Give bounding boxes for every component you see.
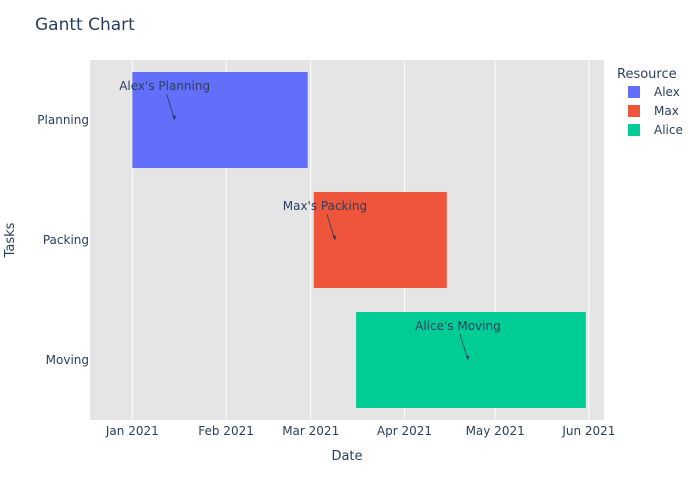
annotations: Alex's Planning Max's Packing Alice's Movi… [119, 79, 501, 361]
y-axis-title: Tasks [3, 222, 18, 258]
x-tick-label: Jan 2021 [105, 424, 159, 438]
x-tick-label: Feb 2021 [198, 424, 254, 438]
legend-swatch[interactable] [628, 105, 640, 117]
x-tick-label: May 2021 [466, 424, 525, 438]
x-axis-title: Date [331, 449, 362, 464]
legend-swatch[interactable] [628, 124, 640, 136]
y-tick-label: Planning [37, 113, 89, 127]
x-axis-ticks: Jan 2021 Feb 2021 Mar 2021 Apr 2021 May 2021… [105, 424, 616, 438]
annotation-arrowhead [172, 115, 177, 120]
legend: Resource Alex Max Alice [617, 67, 683, 137]
annotation-arrowhead [332, 235, 337, 240]
x-tick-label: Mar 2021 [282, 424, 339, 438]
annotation-label: Max's Packing [283, 199, 367, 213]
gantt-bar [356, 312, 586, 408]
gantt-bar [313, 192, 447, 288]
y-tick-label: Packing [43, 233, 89, 247]
y-axis-ticks: Planning Packing Moving [37, 113, 89, 367]
legend-swatch[interactable] [628, 86, 640, 98]
bars [132, 72, 586, 408]
y-tick-label: Moving [46, 353, 89, 367]
gantt-bar [132, 72, 308, 168]
annotation-label: Alex's Planning [119, 79, 210, 93]
legend-item-label[interactable]: Alex [654, 85, 680, 99]
legend-title: Resource [617, 67, 677, 82]
chart-title: Gantt Chart [35, 15, 135, 35]
x-tick-label: Apr 2021 [377, 424, 432, 438]
annotation-label: Alice's Moving [415, 319, 501, 333]
legend-item-label[interactable]: Alice [654, 123, 683, 137]
annotation-arrowhead [465, 355, 470, 360]
legend-item-label[interactable]: Max [654, 104, 679, 118]
x-tick-label: Jun 2021 [561, 424, 615, 438]
